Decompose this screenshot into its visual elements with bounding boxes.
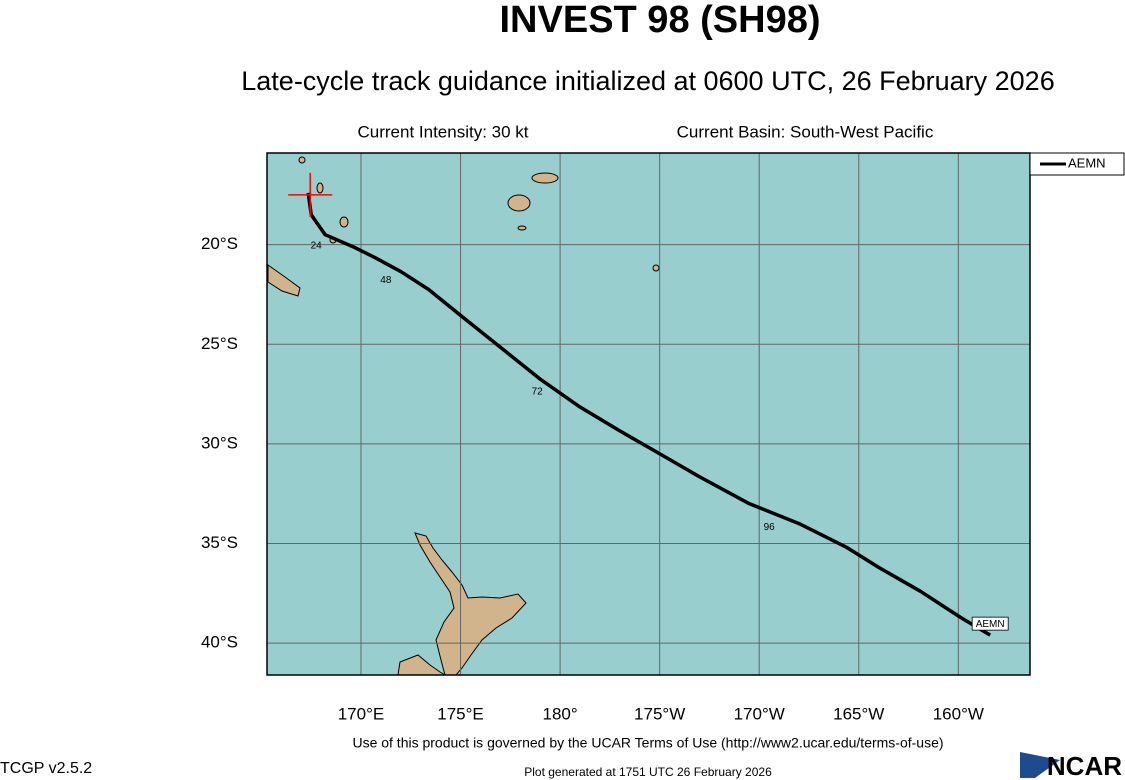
grid	[267, 153, 1030, 675]
y-tick-label: 35°S	[201, 533, 238, 552]
version: TCGP v2.5.2	[0, 760, 92, 777]
fiji-viti-levu	[507, 194, 531, 212]
legend-box[interactable]	[1029, 152, 1125, 176]
hour-label: 96	[764, 522, 776, 533]
x-tick-label: 175°W	[634, 704, 685, 723]
basin: Current Basin: South-West Pacific	[677, 122, 934, 141]
generated: Plot generated at 1751 UTC 26 February 2…	[524, 765, 772, 779]
logo: NCAR	[1047, 751, 1122, 780]
island	[339, 216, 349, 228]
y-tick-label: 40°S	[201, 633, 238, 652]
y-tick-label: 30°S	[201, 433, 238, 452]
island	[298, 156, 306, 164]
terms: Use of this product is governed by the U…	[352, 735, 943, 751]
north-island	[414, 532, 527, 676]
marks: AEMN 24 48 72 96	[288, 172, 1009, 637]
y-tick-label: 25°S	[201, 334, 238, 353]
new-caledonia	[267, 264, 301, 297]
chart-subtitle: Late-cycle track guidance initialized at…	[241, 66, 1054, 96]
x-tick-label: 160°W	[933, 704, 984, 723]
legend-label[interactable]: AEMN	[1068, 155, 1106, 170]
y-tick-label: 20°S	[201, 234, 238, 253]
x-tick-label: 175°E	[437, 704, 484, 723]
x-tick-label: 170°E	[338, 704, 385, 723]
hour-label: 48	[380, 275, 392, 286]
map-frame	[266, 152, 1031, 676]
track-line	[306, 192, 992, 637]
fiji-vanua-levu	[531, 172, 559, 184]
hour-label: 24	[311, 240, 323, 251]
chart-title: INVEST 98 (SH98)	[500, 0, 821, 41]
ocean	[267, 153, 1030, 675]
x-tick-label: 170°W	[734, 704, 785, 723]
intensity: Current Intensity: 30 kt	[357, 122, 528, 141]
track-end-label: AEMN	[976, 619, 1005, 630]
x-tick-label: 180°	[543, 704, 578, 723]
track-end-label-box	[971, 616, 1009, 631]
island	[652, 264, 660, 272]
x-tick-label: 165°W	[833, 704, 884, 723]
island	[517, 225, 527, 231]
hour-label: 72	[532, 387, 544, 398]
island	[316, 182, 324, 194]
land	[267, 156, 660, 676]
logo-mark	[1020, 752, 1060, 778]
